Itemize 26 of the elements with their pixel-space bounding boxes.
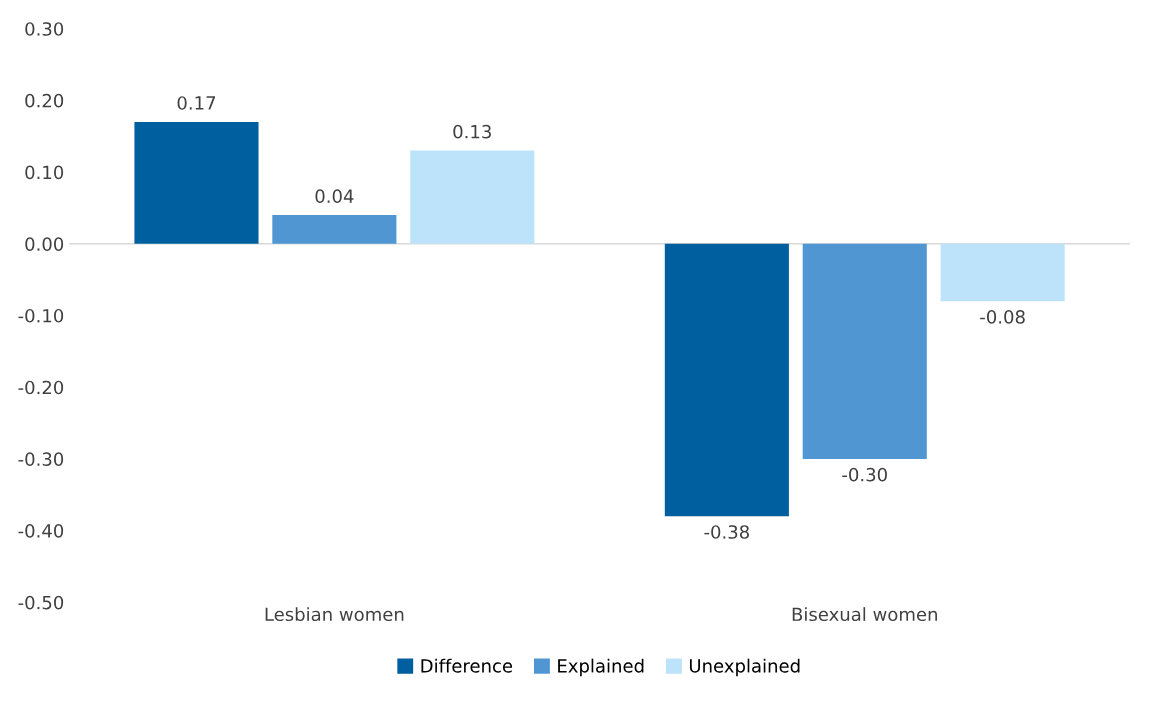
y-tick-label: -0.50 xyxy=(18,595,64,610)
bar xyxy=(664,243,789,517)
data-label: -0.30 xyxy=(842,467,887,482)
y-tick-label: 0.10 xyxy=(25,165,64,180)
legend-label: Unexplained xyxy=(689,658,800,677)
bar xyxy=(802,243,927,459)
y-tick-label: 0.00 xyxy=(25,237,64,251)
legend-label: Difference xyxy=(421,658,513,673)
bar xyxy=(134,121,259,244)
y-tick-label: -0.30 xyxy=(18,452,64,466)
x-tick-label: Bisexual women xyxy=(792,607,937,622)
y-tick-label: -0.10 xyxy=(18,308,64,323)
data-label: 0.13 xyxy=(453,124,491,139)
data-label: -0.38 xyxy=(704,525,749,539)
data-label: 0.04 xyxy=(315,189,354,203)
y-tick-label: -0.40 xyxy=(18,524,64,538)
data-label: 0.17 xyxy=(177,96,216,110)
bar xyxy=(940,243,1065,302)
x-tick-label: Lesbian women xyxy=(265,607,404,622)
legend-label: Explained xyxy=(558,658,644,677)
bar xyxy=(410,150,535,244)
y-tick-label: 0.20 xyxy=(25,93,64,108)
data-label: -0.08 xyxy=(980,310,1025,324)
y-tick-label: -0.20 xyxy=(18,380,64,395)
y-tick-label: 0.30 xyxy=(25,22,64,36)
bar xyxy=(272,215,397,244)
